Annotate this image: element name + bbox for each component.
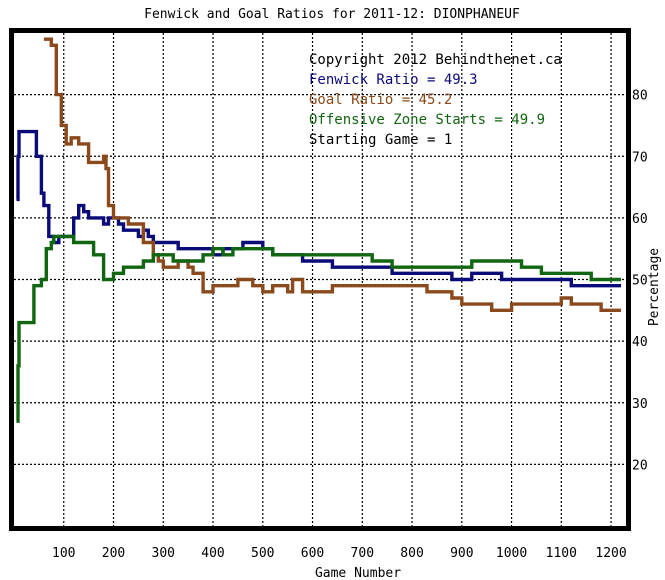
y-tick-label: 40	[632, 335, 648, 350]
x-tick-label: 900	[450, 546, 473, 561]
series-lines	[16, 37, 621, 423]
annotation-line: Fenwick Ratio = 49.3	[309, 72, 478, 88]
y-tick-labels: 20 30 40 50 60 70 80	[632, 89, 648, 474]
x-tick-labels: 100 200 300 400 500 600 700 800 900 1000 1100 1200	[52, 546, 627, 561]
x-tick-label: 500	[251, 546, 274, 561]
annotation-line: Starting Game = 1	[309, 132, 452, 148]
goal-ratio-line	[43, 37, 621, 312]
x-tick-label: 700	[351, 546, 374, 561]
x-tick-label: 1100	[546, 546, 577, 561]
y-axis-label: Percentage	[647, 248, 662, 326]
y-tick-label: 70	[632, 150, 648, 165]
x-tick-label: 600	[301, 546, 324, 561]
annotations: Copyright 2012 Behindthenet.ca Fenwick Ra…	[309, 52, 562, 148]
plot-frame	[9, 28, 631, 531]
x-tick-label: 800	[400, 546, 423, 561]
chart-title: Fenwick and Goal Ratios for 2011-12: DIO…	[144, 7, 520, 22]
y-tick-label: 60	[632, 212, 648, 227]
x-tick-label: 300	[152, 546, 175, 561]
x-tick-label: 200	[102, 546, 125, 561]
x-tick-label: 1200	[595, 546, 626, 561]
x-axis-label: Game Number	[315, 566, 401, 580]
x-tick-label: 1000	[496, 546, 527, 561]
y-tick-label: 50	[632, 274, 648, 289]
y-tick-label: 80	[632, 89, 648, 104]
x-tick-label: 100	[52, 546, 75, 561]
y-tick-label: 30	[632, 397, 648, 412]
offensive-zone-starts-line	[16, 234, 621, 423]
annotation-line: Goal Ratio = 45.2	[309, 92, 452, 108]
x-tick-label: 400	[201, 546, 224, 561]
y-tick-label: 20	[632, 458, 648, 473]
annotation-line: Offensive Zone Starts = 49.9	[309, 112, 545, 128]
annotation-line: Copyright 2012 Behindthenet.ca	[309, 52, 562, 68]
